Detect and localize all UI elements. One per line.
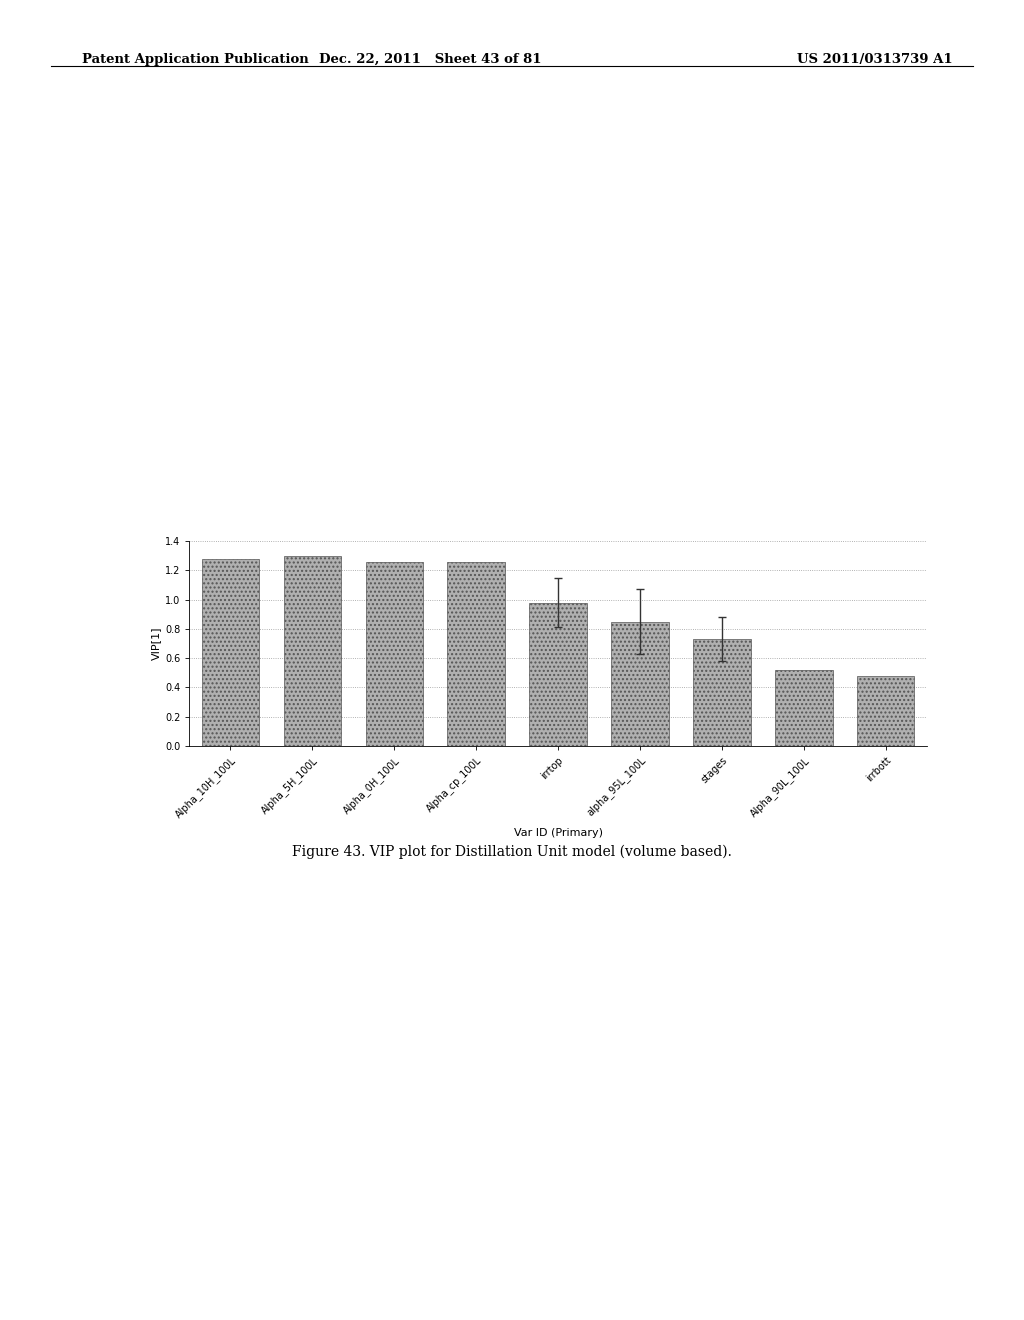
Bar: [529, 602, 587, 746]
Bar: [611, 622, 669, 746]
Bar: [202, 558, 259, 746]
Bar: [284, 556, 341, 746]
X-axis label: Var ID (Primary): Var ID (Primary): [514, 828, 602, 838]
Text: Patent Application Publication: Patent Application Publication: [82, 53, 308, 66]
Text: Dec. 22, 2011   Sheet 43 of 81: Dec. 22, 2011 Sheet 43 of 81: [318, 53, 542, 66]
Text: US 2011/0313739 A1: US 2011/0313739 A1: [797, 53, 952, 66]
Bar: [693, 639, 751, 746]
Bar: [366, 562, 423, 746]
Y-axis label: VIP[1]: VIP[1]: [151, 627, 161, 660]
Bar: [447, 562, 505, 746]
Bar: [857, 676, 914, 746]
Bar: [775, 669, 833, 746]
Text: Figure 43. VIP plot for Distillation Unit model (volume based).: Figure 43. VIP plot for Distillation Uni…: [292, 845, 732, 859]
